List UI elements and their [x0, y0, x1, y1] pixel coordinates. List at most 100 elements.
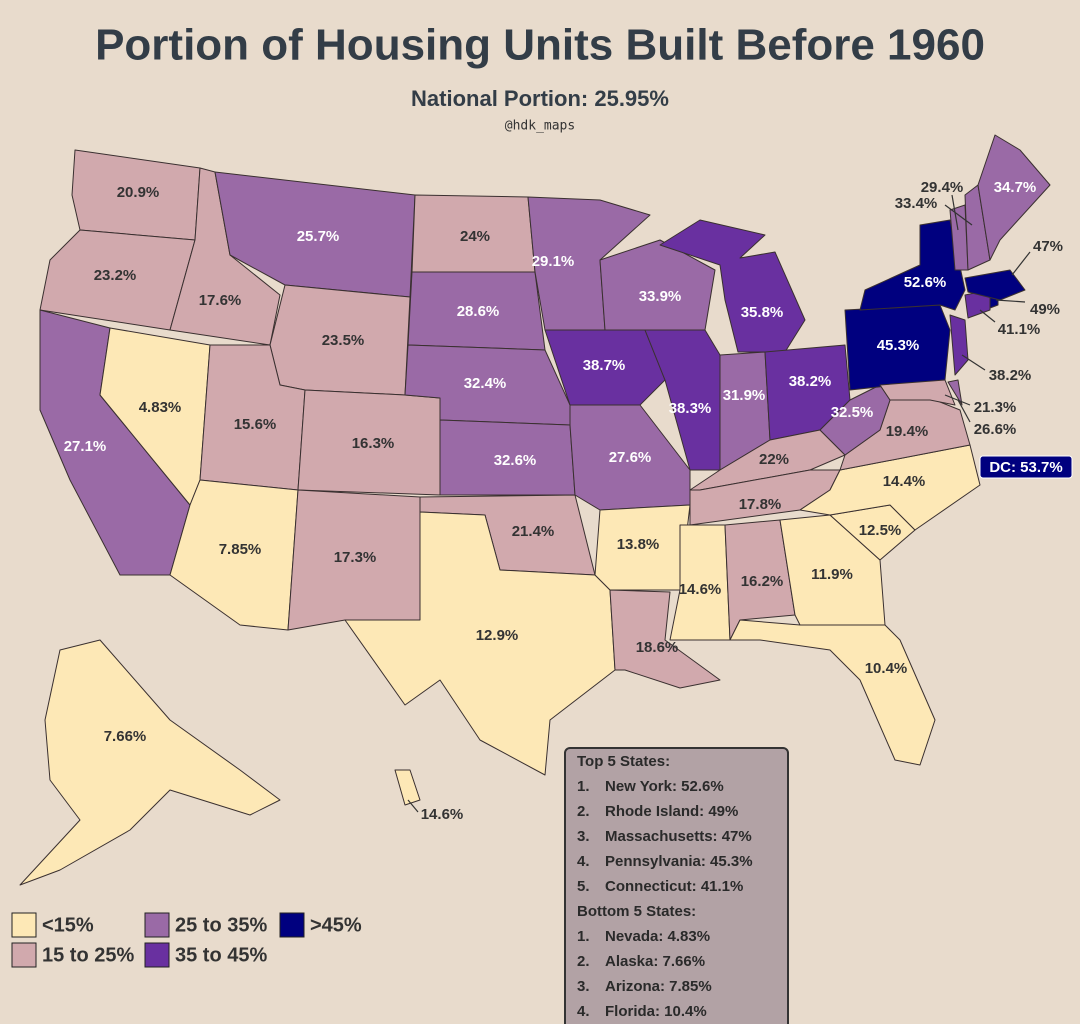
legend-label: >45% — [310, 914, 362, 936]
state-label: 31.9% — [723, 387, 766, 404]
list-rank: 3. — [577, 978, 590, 995]
leader-line — [979, 309, 996, 323]
state-label: 33.4% — [895, 195, 938, 212]
leader-line — [944, 394, 971, 406]
state — [949, 314, 969, 376]
state-label: 34.7% — [994, 179, 1037, 196]
state-label: 14.6% — [421, 806, 464, 823]
state-label: 21.4% — [512, 523, 555, 540]
list-item: Connecticut: 41.1% — [605, 878, 743, 895]
state-label: 35.8% — [741, 304, 784, 321]
legend-swatch — [279, 912, 305, 938]
state-label: 14.6% — [679, 581, 722, 598]
state-label: 22% — [759, 451, 789, 468]
state-label: 41.1% — [998, 321, 1041, 338]
state-label: 38.2% — [989, 367, 1032, 384]
leader-line — [944, 204, 973, 226]
list-item: Pennsylvania: 45.3% — [605, 853, 753, 870]
state-label: 28.6% — [457, 303, 500, 320]
state — [799, 444, 981, 531]
list-item: New York: 52.6% — [605, 778, 724, 795]
state-label: 27.1% — [64, 438, 107, 455]
legend-swatch — [11, 942, 37, 968]
state-label: 10.4% — [865, 660, 908, 677]
title: Portion of Housing Units Built Before 19… — [95, 21, 985, 70]
ranking-box-bg — [564, 747, 789, 1024]
state-label: 20.9% — [117, 184, 160, 201]
list-item: Florida: 10.4% — [605, 1003, 707, 1020]
state — [39, 229, 196, 331]
state-label: 16.2% — [741, 573, 784, 590]
state-label: 52.6% — [904, 274, 947, 291]
list-rank: 4. — [577, 1003, 590, 1020]
list-item: Arizona: 7.85% — [605, 978, 712, 995]
list-heading: Bottom 5 States: — [577, 903, 696, 920]
legend-swatch — [144, 942, 170, 968]
list-rank: 2. — [577, 953, 590, 970]
credit: @hdk_maps — [505, 119, 575, 134]
state — [594, 504, 691, 591]
state-label: 25.7% — [297, 228, 340, 245]
state-label: 23.5% — [322, 332, 365, 349]
state — [724, 519, 796, 641]
state-label: 14.4% — [883, 473, 926, 490]
state-label: 29.4% — [921, 179, 964, 196]
dc-box — [979, 455, 1073, 479]
state-label: 38.7% — [583, 357, 626, 374]
list-rank: 5. — [577, 878, 590, 895]
state-label: 47% — [1033, 238, 1063, 255]
state-label: 11.9% — [811, 566, 853, 583]
state-label: 32.6% — [494, 452, 537, 469]
state-label: 27.6% — [609, 449, 652, 466]
state — [947, 379, 963, 406]
state-label: 33.9% — [639, 288, 682, 305]
state-label: 24% — [460, 228, 490, 245]
dc-label: DC: 53.7% — [989, 459, 1062, 476]
leader-line — [961, 354, 986, 371]
state-label: 13.8% — [617, 536, 660, 553]
legend-swatch — [144, 912, 170, 938]
list-heading: Top 5 States: — [577, 753, 670, 770]
list-rank: 1. — [577, 778, 590, 795]
state — [964, 269, 1026, 301]
leader-line — [407, 799, 419, 813]
state-label: 17.3% — [334, 549, 377, 566]
state-label: 23.2% — [94, 267, 137, 284]
state — [344, 511, 616, 776]
list-item: Alaska: 7.66% — [605, 953, 705, 970]
leader-line — [957, 399, 971, 423]
state — [19, 639, 281, 886]
state-label: 49% — [1030, 301, 1060, 318]
state — [669, 524, 731, 641]
list-item: Nevada: 4.83% — [605, 928, 710, 945]
legend-swatch — [11, 912, 37, 938]
state — [729, 619, 936, 766]
leader-line — [995, 299, 1026, 303]
state-label: 18.6% — [636, 639, 679, 656]
states — [19, 134, 1051, 886]
state — [394, 769, 421, 806]
state-label: 17.6% — [199, 292, 242, 309]
state-label: 26.6% — [974, 421, 1017, 438]
list-item: Massachusetts: 47% — [605, 828, 752, 845]
legend: <15% 15 to 25% 25 to 35% 35 to 45% >45% — [11, 912, 362, 968]
legend-label: 35 to 45% — [175, 944, 267, 966]
state-label: 12.9% — [476, 627, 519, 644]
state — [977, 134, 1051, 261]
state-label: 7.85% — [219, 541, 262, 558]
legend-label: 15 to 25% — [42, 944, 134, 966]
state-label: 16.3% — [352, 435, 395, 452]
state-label: 21.3% — [974, 399, 1017, 416]
state-label: 12.5% — [859, 522, 902, 539]
list-rank: 4. — [577, 853, 590, 870]
state-label: 17.8% — [739, 496, 782, 513]
list-rank: 1. — [577, 928, 590, 945]
legend-label: <15% — [42, 914, 94, 936]
list-rank: 3. — [577, 828, 590, 845]
state — [609, 589, 721, 689]
state-label: 7.66% — [104, 728, 147, 745]
state-label: 29.1% — [532, 253, 575, 270]
subtitle: National Portion: 25.95% — [411, 86, 669, 111]
state-label: 4.83% — [139, 399, 182, 416]
